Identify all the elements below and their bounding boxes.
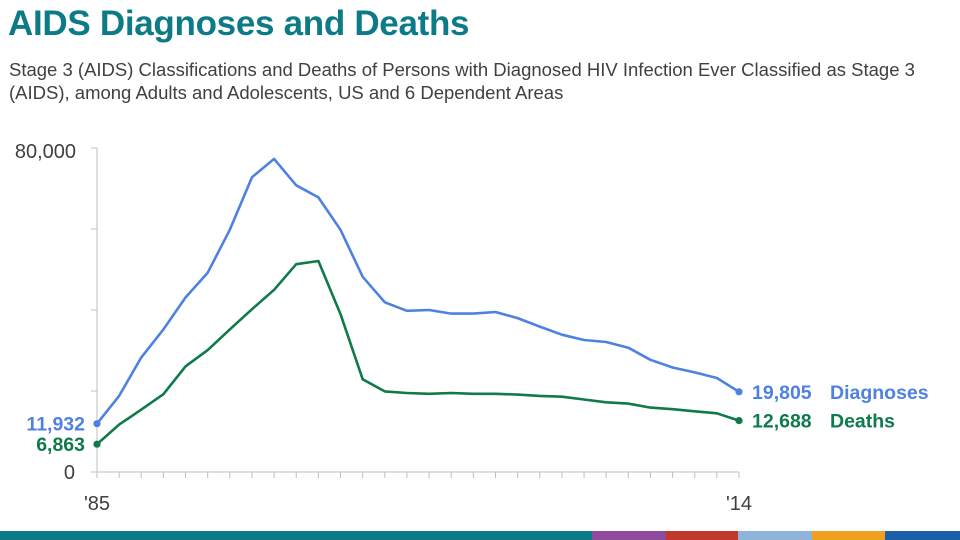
footer-color-bar xyxy=(0,531,960,540)
series-start-value-label: 11,932 xyxy=(26,414,85,436)
x-tick-label: '14 xyxy=(726,493,752,515)
y-tick-label: 0 xyxy=(64,462,75,484)
series-line-deaths xyxy=(95,259,741,446)
series-end-value-label: 19,805 xyxy=(752,382,812,404)
series-start-value-label: 6,863 xyxy=(36,434,85,456)
footer-color-segment xyxy=(738,531,812,540)
chart-labels: 11,932 19,805 Diagnoses 6,863 12,688 Deaths xyxy=(26,382,928,456)
series-start-point xyxy=(93,420,101,428)
series-name-label: Deaths xyxy=(830,411,895,433)
footer-color-segment xyxy=(885,531,960,540)
series-end-point xyxy=(735,388,743,396)
series-name-label: Diagnoses xyxy=(830,382,929,404)
x-tick-label: '85 xyxy=(84,493,110,515)
series-end-value-label: 12,688 xyxy=(752,411,812,433)
footer-color-segment xyxy=(592,531,666,540)
chart-title: AIDS Diagnoses and Deaths xyxy=(8,4,470,43)
chart-axes: 0 80,000 '85 '14 xyxy=(15,141,752,515)
y-tick-label: 80,000 xyxy=(15,141,76,163)
chart-subtitle: Stage 3 (AIDS) Classifications and Death… xyxy=(9,59,915,103)
series-start-point xyxy=(93,440,101,448)
footer-color-segment xyxy=(666,531,738,540)
series-end-point xyxy=(735,417,743,425)
footer-color-segment xyxy=(0,531,592,540)
chart-lines xyxy=(93,157,743,448)
footer-color-segment xyxy=(812,531,885,540)
series-line-diagnoses xyxy=(95,157,741,426)
